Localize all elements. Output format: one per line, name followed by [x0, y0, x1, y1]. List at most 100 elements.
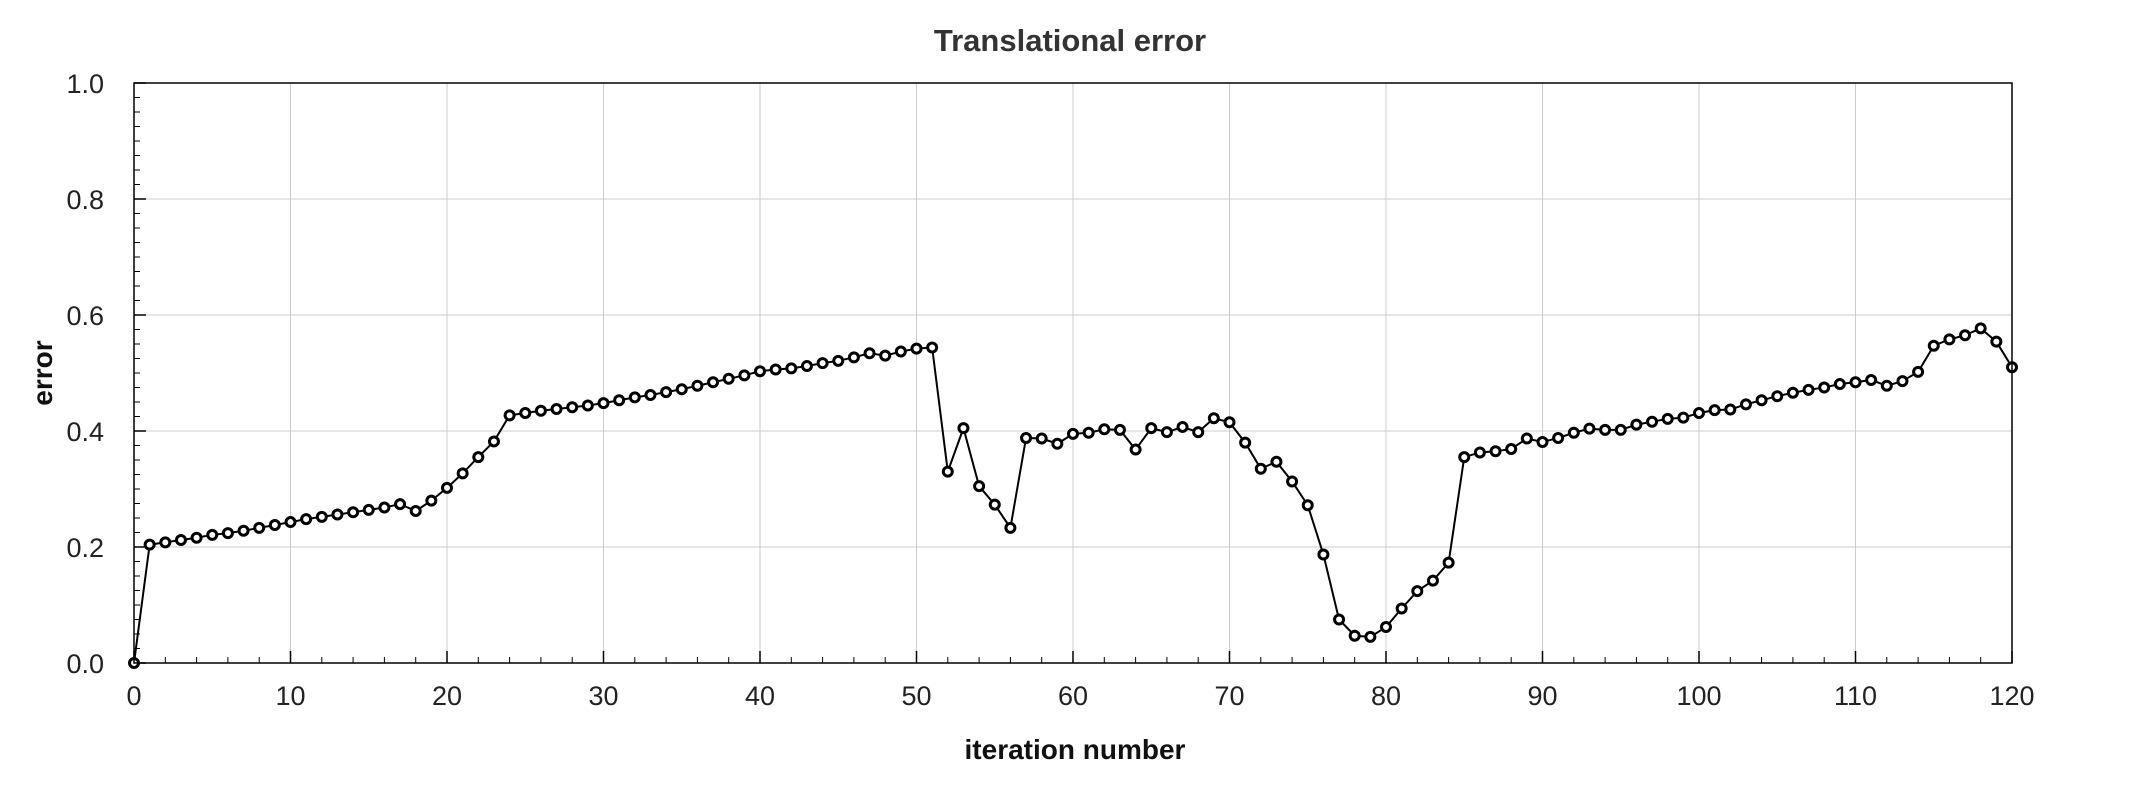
data-point: [754, 365, 766, 378]
y-tick-label: 0.4: [66, 417, 104, 447]
data-point: [221, 527, 234, 540]
data-point: [1489, 445, 1502, 458]
x-tick-label: 70: [1214, 681, 1244, 711]
data-point: [1473, 446, 1486, 459]
data-point: [1771, 390, 1784, 403]
data-point: [1959, 329, 1972, 342]
data-point: [206, 528, 219, 541]
data-point: [1912, 365, 1925, 378]
data-point: [1818, 381, 1831, 394]
data-point: [1004, 521, 1017, 534]
y-tick-label: 1.0: [66, 69, 104, 99]
data-point: [487, 435, 500, 448]
x-tick-label: 110: [1834, 681, 1877, 711]
x-tick-label: 20: [432, 681, 462, 711]
y-tick-label: 0.8: [66, 185, 104, 215]
data-point: [707, 376, 720, 389]
data-point: [1739, 398, 1752, 411]
data-point: [347, 506, 360, 519]
plot-data: [128, 322, 2018, 669]
x-tick-label: 10: [275, 681, 305, 711]
x-tick-label: 0: [126, 681, 141, 711]
data-point: [300, 513, 313, 526]
data-point: [1536, 436, 1549, 449]
tick-labels: 0 10 20 30 40 50 60 70 80 90 100 110 120 0.0 0.2 0.4 0.6…: [66, 69, 2034, 711]
data-point: [1974, 322, 1987, 335]
x-tick-label: 30: [588, 681, 618, 711]
data-point: [941, 465, 954, 478]
data-point: [1708, 404, 1721, 417]
x-tick-label: 40: [745, 681, 775, 711]
data-point: [472, 451, 485, 464]
y-tick-label: 0.6: [66, 301, 104, 331]
data-point: [816, 357, 829, 370]
data-point: [1693, 407, 1705, 420]
data-point: [409, 505, 422, 518]
data-point: [1880, 379, 1893, 392]
data-point: [1270, 455, 1283, 468]
data-point: [1755, 394, 1768, 407]
data-point: [237, 524, 250, 537]
data-point: [1395, 602, 1408, 615]
y-tick-label: 0.2: [66, 533, 104, 563]
data-point: [503, 409, 516, 422]
data-point: [1802, 383, 1815, 396]
data-point: [597, 397, 610, 410]
data-point: [534, 404, 547, 417]
data-point: [832, 354, 845, 367]
data-point: [1051, 437, 1064, 450]
x-axis-label: iteration number: [965, 734, 1186, 765]
data-point: [1567, 426, 1580, 439]
data-point: [1677, 411, 1690, 424]
data-point: [926, 341, 939, 354]
x-tick-label: 100: [1676, 681, 1721, 711]
data-point: [143, 538, 156, 551]
data-point: [1661, 412, 1674, 425]
data-point: [1552, 431, 1565, 444]
data-point: [1254, 462, 1267, 475]
data-point: [1113, 423, 1126, 436]
data-point: [1724, 403, 1737, 416]
data-point: [1646, 415, 1659, 428]
data-point: [284, 516, 297, 529]
data-point: [519, 407, 532, 420]
data-point: [1426, 574, 1439, 587]
data-point: [394, 498, 407, 511]
data-point: [660, 386, 673, 399]
data-point: [1333, 613, 1346, 626]
data-point: [1927, 339, 1940, 352]
data-point: [691, 379, 704, 392]
data-point: [722, 372, 735, 385]
data-point: [1583, 422, 1596, 435]
data-point: [957, 422, 970, 435]
data-point: [441, 481, 453, 494]
data-point: [1207, 412, 1220, 425]
data-point: [675, 383, 688, 396]
data-point: [1364, 630, 1377, 643]
data-point: [973, 480, 986, 493]
data-point: [1865, 373, 1878, 386]
data-point: [1301, 499, 1314, 512]
data-point: [1176, 420, 1189, 433]
data-point: [910, 342, 923, 355]
data-point: [362, 503, 375, 516]
data-point: [1192, 426, 1205, 439]
data-point: [1098, 423, 1111, 436]
data-point: [1442, 556, 1455, 569]
data-point: [1896, 375, 1909, 388]
data-point: [1286, 475, 1299, 488]
data-point: [1630, 418, 1643, 431]
x-tick-label: 120: [1989, 681, 2034, 711]
data-point: [1067, 427, 1079, 440]
x-tick-label: 60: [1058, 681, 1088, 711]
data-point: [425, 494, 438, 507]
data-point: [613, 394, 626, 407]
data-point: [190, 531, 203, 544]
data-point: [1239, 436, 1252, 449]
y-tick-label: 0.0: [66, 649, 104, 679]
data-point: [1614, 423, 1627, 436]
data-point: [550, 402, 563, 415]
